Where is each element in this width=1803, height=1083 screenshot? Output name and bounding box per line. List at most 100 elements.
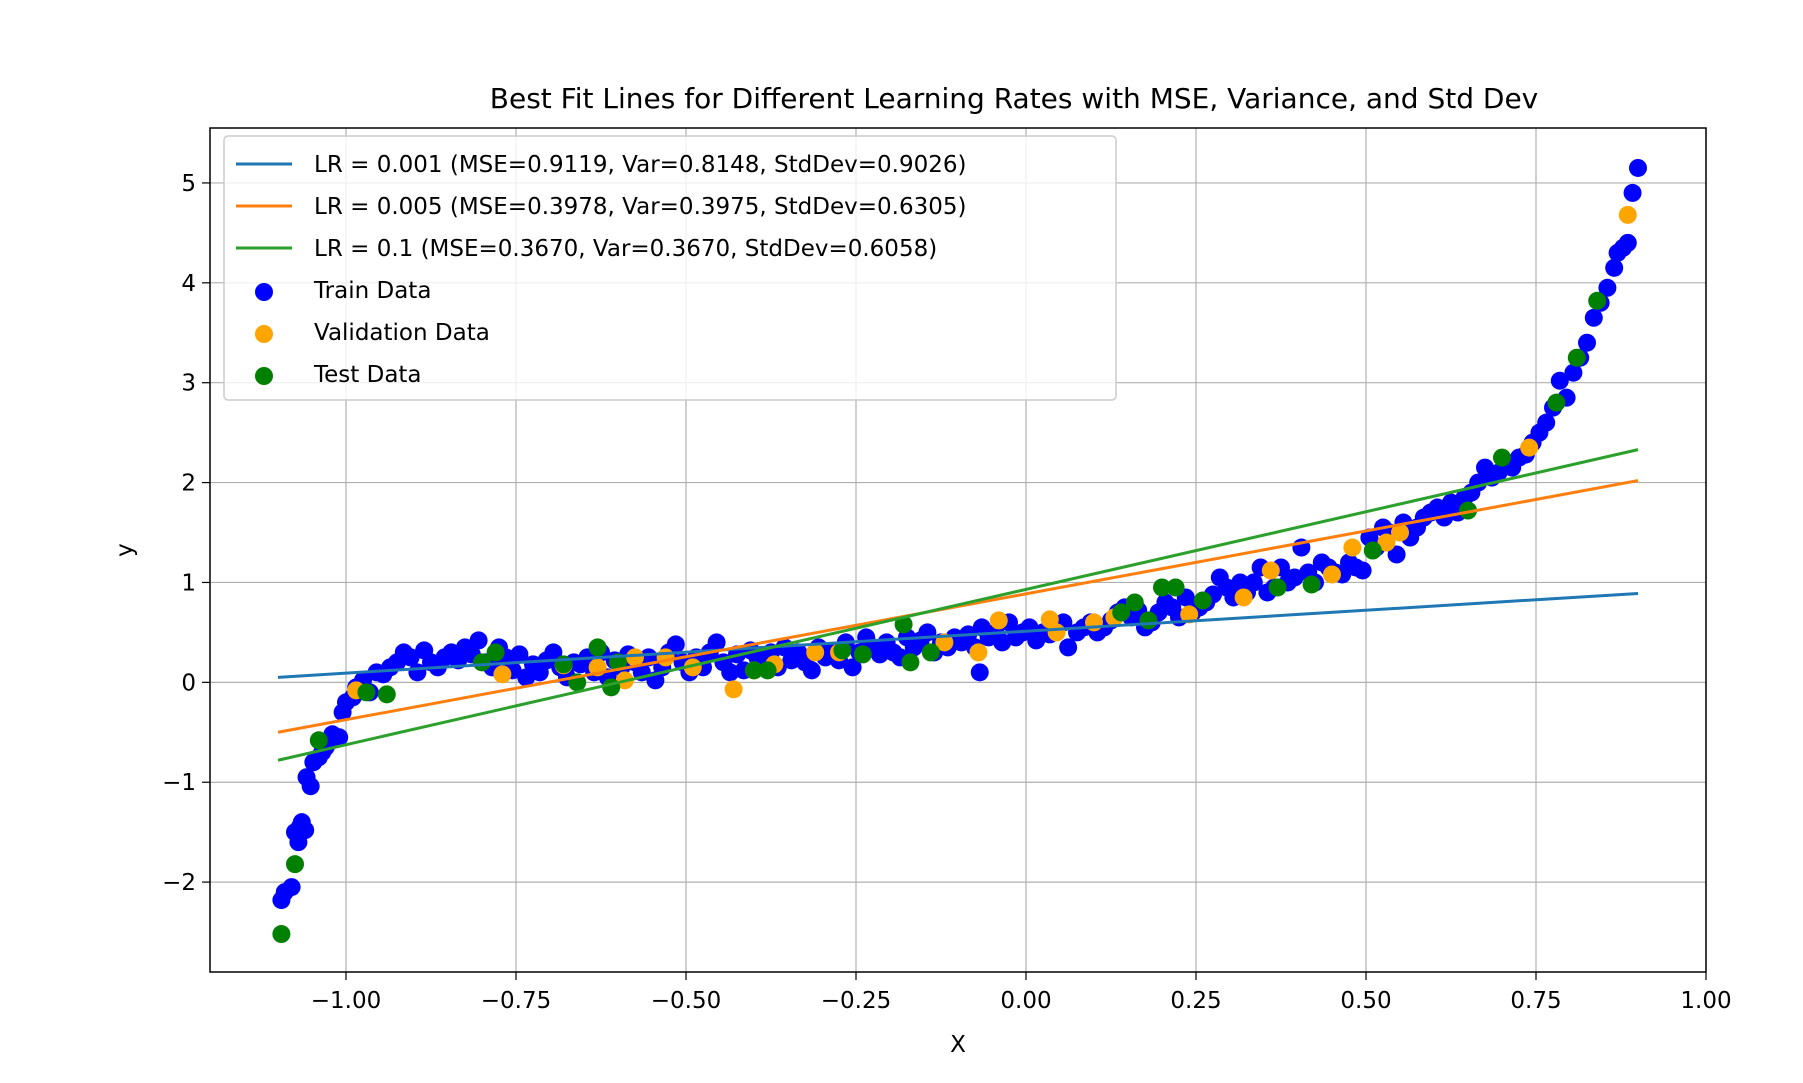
test-data-point <box>588 638 607 657</box>
x-tick-label: 0.25 <box>1170 988 1221 1014</box>
test-data-point <box>853 645 872 664</box>
train-data-point <box>282 878 301 897</box>
test-data-point <box>1567 348 1586 367</box>
y-tick-label: −1 <box>162 770 196 796</box>
x-tick-label: 1.00 <box>1680 988 1731 1014</box>
validation-data-point <box>1377 533 1396 552</box>
validation-data-point <box>683 658 702 677</box>
y-tick-label: 4 <box>181 271 196 297</box>
train-data-point <box>1244 573 1263 592</box>
legend-marker-swatch <box>255 325 273 343</box>
validation-data-point <box>1323 565 1341 584</box>
x-tick-label: −0.25 <box>821 988 891 1014</box>
train-data-point <box>1605 258 1624 277</box>
train-data-point <box>1578 333 1596 352</box>
validation-data-point <box>656 648 675 667</box>
legend-label: Test Data <box>313 362 422 388</box>
train-data-point <box>1550 371 1569 390</box>
validation-data-point <box>806 643 825 662</box>
test-data-point <box>1302 575 1321 594</box>
x-tick-label: 0.50 <box>1340 988 1391 1014</box>
legend-label: LR = 0.005 (MSE=0.3978, Var=0.3975, StdD… <box>314 194 966 220</box>
y-tick-label: 3 <box>181 371 196 397</box>
train-data-point <box>1353 561 1372 580</box>
train-data-point <box>469 631 488 650</box>
train-data-point <box>993 633 1012 652</box>
train-data-point <box>1618 233 1637 252</box>
legend: LR = 0.001 (MSE=0.9119, Var=0.8148, StdD… <box>223 135 1117 401</box>
test-data-point <box>833 641 852 660</box>
data-points <box>272 158 1647 944</box>
train-data-point <box>666 635 685 654</box>
train-data-point <box>1564 363 1583 382</box>
legend-label: LR = 0.001 (MSE=0.9119, Var=0.8148, StdD… <box>314 152 966 178</box>
plot-frame <box>209 127 1707 973</box>
test-data-point <box>1363 541 1382 560</box>
y-axis-label: y <box>112 543 138 557</box>
legend-marker-swatch <box>255 283 273 301</box>
x-axis-label: X <box>950 1032 966 1058</box>
train-data-point <box>1285 568 1304 587</box>
train-data-point <box>1059 638 1078 657</box>
validation-data-point <box>1343 538 1362 557</box>
legend-box <box>223 135 1117 401</box>
test-data-point <box>1153 578 1171 597</box>
train-data-point <box>510 645 529 664</box>
test-data-point <box>1493 448 1511 467</box>
x-tick-label: −0.75 <box>481 988 551 1014</box>
validation-data-point <box>1520 438 1539 457</box>
fit-line-1 <box>277 591 1639 679</box>
legend-label: Validation Data <box>314 320 490 346</box>
train-data-point <box>843 658 862 677</box>
validation-data-point <box>724 680 743 699</box>
train-data-point <box>401 648 420 667</box>
test-data-point <box>602 678 621 697</box>
test-data-point <box>377 685 396 704</box>
train-data-point <box>1629 158 1647 177</box>
validation-data-point <box>626 648 644 667</box>
test-data-point <box>901 653 920 672</box>
test-data-point <box>758 661 777 680</box>
test-data-point <box>1139 611 1158 630</box>
train-data-point <box>721 663 740 682</box>
test-data-point <box>1166 578 1185 597</box>
train-data-point <box>1584 308 1603 327</box>
validation-data-point <box>1261 561 1280 580</box>
validation-data-point <box>969 643 988 662</box>
fit-lines <box>277 448 1639 762</box>
train-data-point <box>1598 278 1617 297</box>
validation-data-point <box>493 665 512 684</box>
y-tick-label: 1 <box>181 570 196 596</box>
x-axis-ticks: −1.00 −0.75 −0.50 −0.25 0.00 0.25 0.50 0.75 1.00 <box>311 972 1732 1014</box>
test-data-point <box>1112 603 1131 622</box>
test-data-point <box>473 653 491 672</box>
train-data-point <box>802 661 821 680</box>
test-data-point <box>486 643 505 662</box>
x-tick-label: 0.00 <box>1000 988 1051 1014</box>
test-data-point <box>745 661 763 680</box>
test-data-point <box>286 855 304 874</box>
y-tick-label: −2 <box>162 870 196 896</box>
y-tick-label: 5 <box>181 171 196 197</box>
train-data-point <box>301 777 320 796</box>
validation-data-point <box>1234 588 1253 607</box>
train-data-point <box>1387 545 1406 564</box>
y-tick-label: 0 <box>181 670 196 696</box>
x-tick-label: −0.50 <box>651 988 721 1014</box>
validation-data-point <box>1047 623 1066 642</box>
test-data-point <box>1193 591 1212 610</box>
train-data-point <box>544 643 563 662</box>
train-data-point <box>970 663 989 682</box>
validation-data-point <box>1180 605 1199 624</box>
train-data-point <box>296 821 315 840</box>
train-data-point <box>330 728 349 747</box>
train-data-point <box>1537 413 1556 432</box>
legend-marker-swatch <box>255 367 273 385</box>
train-data-point <box>1623 183 1642 202</box>
y-axis-ticks: −2 −1 0 1 2 3 4 5 <box>162 171 210 896</box>
y-tick-label: 2 <box>181 471 196 497</box>
legend-label: Train Data <box>313 278 431 304</box>
test-data-point <box>1588 291 1607 310</box>
validation-data-point <box>1391 523 1409 542</box>
